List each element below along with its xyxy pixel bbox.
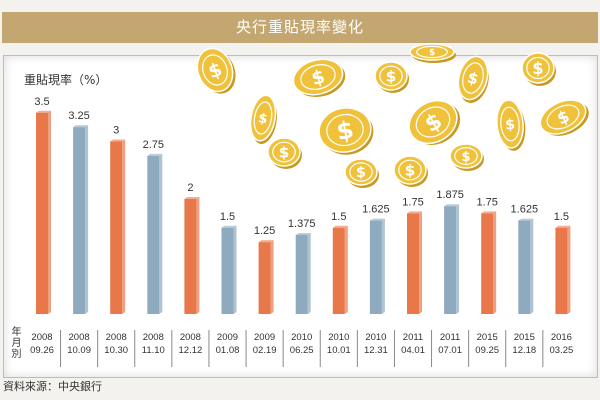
x-tick-year: 2015 bbox=[514, 332, 535, 343]
data-label: 1.875 bbox=[436, 189, 464, 201]
source-note: 資料來源：中央銀行 bbox=[3, 380, 102, 393]
y-axis-label: 重貼現率（%） bbox=[24, 73, 108, 87]
x-tick-year: 2010 bbox=[365, 332, 386, 343]
svg-text:$: $ bbox=[465, 68, 480, 88]
coin-icon: $ bbox=[449, 143, 484, 171]
coin-icon: $ bbox=[249, 94, 277, 145]
bar bbox=[518, 218, 534, 314]
data-label: 1.5 bbox=[220, 211, 235, 223]
x-tick-date: 09.25 bbox=[475, 345, 499, 356]
x-tick-year: 2008 bbox=[69, 332, 90, 343]
bar bbox=[147, 153, 163, 314]
coin-icon: $ bbox=[409, 43, 456, 63]
bar bbox=[36, 110, 51, 314]
x-tick-year: 2009 bbox=[254, 332, 275, 343]
coin-icon: $ bbox=[496, 99, 526, 151]
x-tick-year: 2008 bbox=[180, 332, 201, 343]
x-tick-year: 2015 bbox=[477, 332, 498, 343]
bar bbox=[555, 225, 571, 314]
data-label: 1.75 bbox=[402, 196, 423, 208]
svg-text:$: $ bbox=[309, 66, 327, 90]
svg-text:$: $ bbox=[257, 111, 269, 127]
svg-text:$: $ bbox=[386, 68, 397, 86]
x-tick-year: 2011 bbox=[440, 332, 460, 343]
x-tick-year: 2008 bbox=[143, 332, 164, 343]
coin-icon: $ bbox=[521, 52, 556, 86]
x-tick-date: 02.19 bbox=[253, 345, 277, 356]
bar bbox=[73, 125, 89, 314]
coin-icon: $ bbox=[344, 158, 379, 188]
x-tick-year: 2010 bbox=[328, 332, 349, 343]
x-tick-year: 2016 bbox=[551, 332, 572, 343]
data-label: 1.375 bbox=[288, 218, 316, 230]
svg-text:$: $ bbox=[461, 150, 470, 165]
x-tick-date: 07.01 bbox=[438, 345, 462, 356]
data-label: 3.25 bbox=[68, 110, 89, 122]
bar bbox=[184, 197, 200, 314]
bar bbox=[332, 225, 348, 314]
coin-icon: $ bbox=[267, 137, 302, 169]
x-tick-date: 01.08 bbox=[216, 345, 240, 356]
data-label: 1.625 bbox=[511, 204, 539, 216]
x-tick-year: 2009 bbox=[217, 332, 238, 343]
data-label: 2 bbox=[187, 182, 193, 194]
data-label: 1.75 bbox=[476, 196, 497, 208]
x-tick-year: 2008 bbox=[106, 332, 127, 343]
x-tick-year: 2008 bbox=[31, 332, 52, 343]
bar bbox=[110, 139, 126, 314]
svg-text:$: $ bbox=[532, 59, 543, 78]
svg-text:$: $ bbox=[429, 48, 435, 58]
data-label: 3 bbox=[113, 125, 119, 137]
x-tick-date: 06.25 bbox=[290, 345, 314, 356]
x-tick-date: 10.09 bbox=[67, 345, 91, 356]
x-tick-date: 12.12 bbox=[179, 345, 203, 356]
data-label: 1.5 bbox=[331, 211, 346, 223]
data-label: 1.5 bbox=[554, 211, 569, 223]
svg-text:$: $ bbox=[405, 162, 416, 180]
data-label: 1.625 bbox=[362, 204, 390, 216]
x-tick-year: 2011 bbox=[403, 332, 423, 343]
x-tick-date: 09.26 bbox=[30, 345, 54, 356]
bar bbox=[481, 211, 497, 314]
svg-text:$: $ bbox=[334, 116, 355, 146]
x-tick-date: 04.01 bbox=[401, 345, 425, 356]
data-label: 1.25 bbox=[254, 225, 275, 237]
coin-icon: $ bbox=[318, 107, 374, 155]
chart-title: 央行重貼現率變化 bbox=[2, 12, 598, 43]
bar bbox=[258, 240, 274, 314]
bar bbox=[295, 232, 311, 314]
coin-icon: $ bbox=[457, 55, 489, 103]
x-tick-date: 10.01 bbox=[327, 345, 351, 356]
svg-text:$: $ bbox=[356, 165, 366, 181]
x-tick-date: 10.30 bbox=[104, 345, 128, 356]
svg-text:$: $ bbox=[504, 117, 515, 134]
svg-text:$: $ bbox=[279, 144, 290, 162]
bar bbox=[369, 218, 385, 314]
coin-icon: $ bbox=[374, 61, 409, 93]
bar bbox=[407, 211, 422, 314]
data-label: 2.75 bbox=[143, 139, 164, 151]
bar bbox=[444, 204, 460, 314]
coin-icon: $ bbox=[539, 99, 589, 136]
x-tick-date: 12.31 bbox=[364, 345, 388, 356]
x-tick-year: 2010 bbox=[291, 332, 312, 343]
coin-icon: $ bbox=[196, 47, 236, 94]
coin-decoration: $ $ $ $ $$ $ $ $ $$$ $$$ bbox=[196, 43, 589, 188]
x-axis-label: 年月別 bbox=[11, 327, 22, 360]
x-tick-date: 12.18 bbox=[512, 345, 536, 356]
x-tick-date: 11.10 bbox=[142, 345, 165, 356]
data-label: 3.5 bbox=[34, 96, 49, 108]
coin-icon: $ bbox=[408, 99, 461, 145]
x-tick-date: 03.25 bbox=[550, 345, 574, 356]
coin-icon: $ bbox=[292, 58, 346, 98]
bar bbox=[221, 225, 237, 314]
coin-icon: $ bbox=[393, 155, 428, 187]
